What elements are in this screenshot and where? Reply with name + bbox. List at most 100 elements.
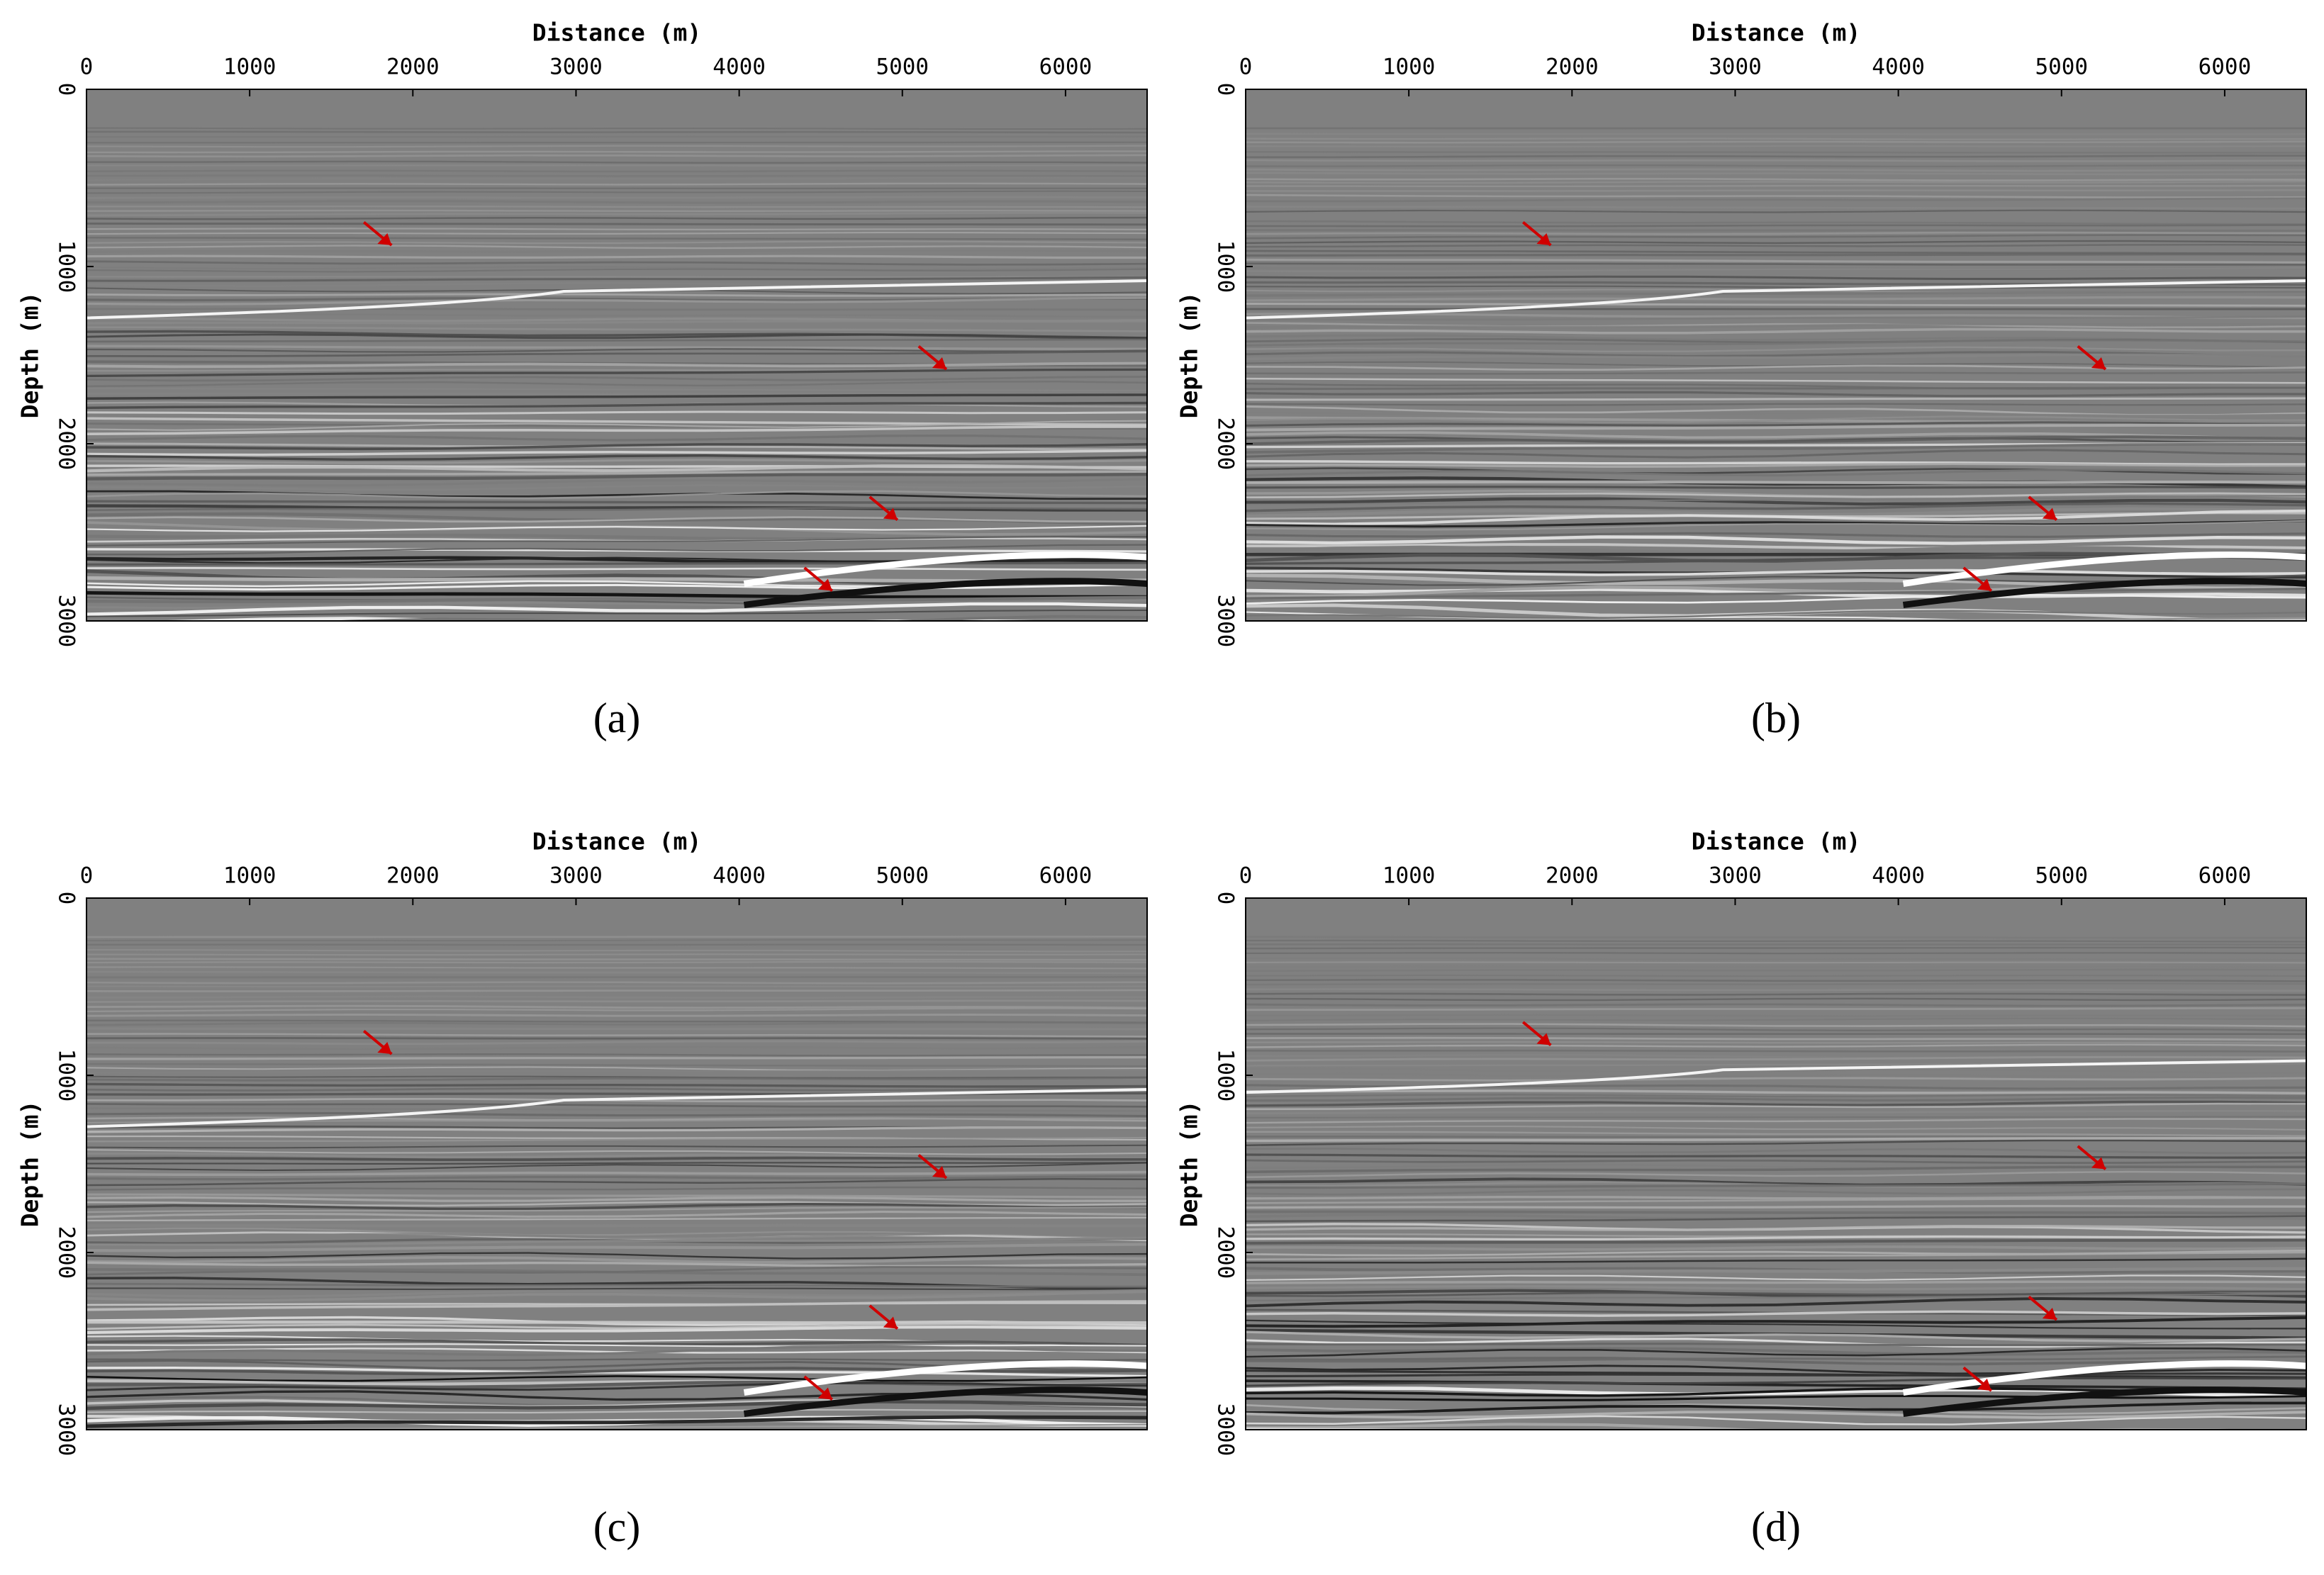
reflector bbox=[1246, 1131, 2306, 1137]
reflector bbox=[86, 135, 1147, 138]
x-axis-label: Distance (m) bbox=[532, 19, 701, 47]
arrow-head bbox=[932, 1166, 946, 1178]
reflector bbox=[1246, 974, 2306, 977]
x-tick-label: 5000 bbox=[876, 55, 929, 80]
reflector bbox=[1246, 194, 2306, 198]
reflector bbox=[1246, 1297, 2306, 1308]
arrow-head bbox=[883, 1316, 898, 1329]
reflector bbox=[1246, 1290, 2306, 1297]
y-tick-label: 1000 bbox=[54, 1049, 79, 1102]
y-tick-label: 1000 bbox=[1213, 1049, 1239, 1102]
reflector bbox=[1246, 568, 2306, 576]
reflector bbox=[86, 190, 1147, 194]
reflector bbox=[1246, 1072, 2306, 1079]
reflector bbox=[1246, 502, 2306, 512]
reflector bbox=[1246, 180, 2306, 184]
reflector bbox=[86, 1312, 1147, 1321]
reflector bbox=[1246, 351, 2306, 358]
reflector bbox=[1246, 1023, 2306, 1028]
reflector bbox=[1246, 573, 2306, 590]
y-tick-label: 2000 bbox=[54, 417, 79, 471]
reflector bbox=[86, 1136, 1147, 1143]
reflector bbox=[1246, 1204, 2306, 1209]
reflector bbox=[86, 237, 1147, 240]
y-tick-label: 2000 bbox=[1213, 417, 1239, 471]
seismic-image bbox=[86, 898, 1147, 1430]
arrow-head bbox=[2042, 1308, 2057, 1320]
reflector bbox=[86, 1178, 1147, 1187]
reflector bbox=[1246, 1170, 2306, 1179]
x-tick-label: 4000 bbox=[1872, 863, 1925, 889]
reflector bbox=[86, 948, 1147, 953]
reflector bbox=[86, 350, 1147, 357]
y-axis-label: Depth (m) bbox=[1175, 1101, 1203, 1228]
reflector bbox=[86, 205, 1147, 208]
reflector bbox=[86, 1013, 1147, 1017]
reflector bbox=[1246, 1153, 2306, 1159]
reflector bbox=[1246, 397, 2306, 401]
reflector bbox=[86, 127, 1147, 130]
reflector bbox=[86, 1323, 1147, 1330]
x-tick-label: 1000 bbox=[223, 55, 276, 80]
reflector bbox=[1246, 1165, 2306, 1174]
reflector bbox=[86, 548, 1147, 553]
reflector bbox=[86, 966, 1147, 970]
reflector bbox=[86, 333, 1147, 340]
reflector bbox=[86, 1231, 1147, 1242]
reflector bbox=[1246, 327, 2306, 335]
x-tick-label: 0 bbox=[1239, 55, 1253, 80]
reflector bbox=[1246, 215, 2306, 220]
y-tick-label: 3000 bbox=[1213, 595, 1239, 648]
reflector bbox=[1246, 486, 2306, 489]
x-tick-label: 1000 bbox=[1382, 55, 1436, 80]
reflector bbox=[86, 1144, 1147, 1149]
x-tick-label: 6000 bbox=[2199, 55, 2252, 80]
reflector bbox=[1246, 968, 2306, 973]
reflector bbox=[1246, 509, 2306, 526]
reflector bbox=[86, 590, 1147, 599]
reflector bbox=[1246, 1159, 2306, 1165]
panel: 0 1000 2000 3000 4000 5000 6000 0 1000 2000 3000 Di… bbox=[1175, 19, 2307, 741]
reflector bbox=[1246, 1014, 2306, 1017]
reflector bbox=[86, 985, 1147, 988]
reflector bbox=[1246, 1415, 2306, 1425]
reflector bbox=[1246, 423, 2306, 432]
reflector bbox=[86, 1162, 1147, 1165]
reflector bbox=[86, 240, 1147, 245]
reflector bbox=[258, 1426, 1134, 1430]
reflector bbox=[1246, 480, 2306, 484]
arrow-head bbox=[883, 508, 898, 520]
deep-reflector bbox=[743, 1386, 1147, 1417]
reflector bbox=[1246, 361, 2306, 369]
reflector bbox=[86, 245, 1147, 250]
reflector bbox=[1246, 164, 2306, 167]
reflector bbox=[86, 320, 1147, 325]
reflector bbox=[1246, 1096, 2306, 1102]
reflector bbox=[1246, 377, 2306, 384]
reflector bbox=[86, 981, 1147, 985]
reflector bbox=[1246, 1411, 2306, 1419]
reflector bbox=[1246, 1377, 2306, 1387]
reflector bbox=[1246, 551, 2306, 563]
y-tick-label: 1000 bbox=[54, 240, 79, 293]
reflector bbox=[1246, 323, 2306, 329]
reflector bbox=[1246, 532, 2306, 538]
reflector bbox=[1246, 1347, 2306, 1356]
reflector bbox=[1246, 386, 2306, 391]
reflector bbox=[1246, 1235, 2306, 1240]
reflector bbox=[1246, 421, 2306, 427]
reflector bbox=[86, 249, 1147, 253]
reflector bbox=[1246, 1357, 2306, 1366]
seismic-image bbox=[86, 89, 1147, 621]
x-tick-label: 4000 bbox=[713, 55, 766, 80]
reflector bbox=[86, 196, 1147, 199]
reflector bbox=[86, 182, 1147, 186]
reflector bbox=[86, 1149, 1147, 1155]
x-tick-label: 3000 bbox=[1709, 863, 1762, 889]
x-tick-label: 6000 bbox=[2199, 863, 2252, 889]
y-tick-label: 2000 bbox=[1213, 1226, 1239, 1279]
reflector bbox=[1246, 1369, 2306, 1379]
reflector bbox=[1246, 1177, 2306, 1187]
reflector bbox=[1246, 1147, 2306, 1155]
reflector bbox=[86, 525, 1147, 532]
